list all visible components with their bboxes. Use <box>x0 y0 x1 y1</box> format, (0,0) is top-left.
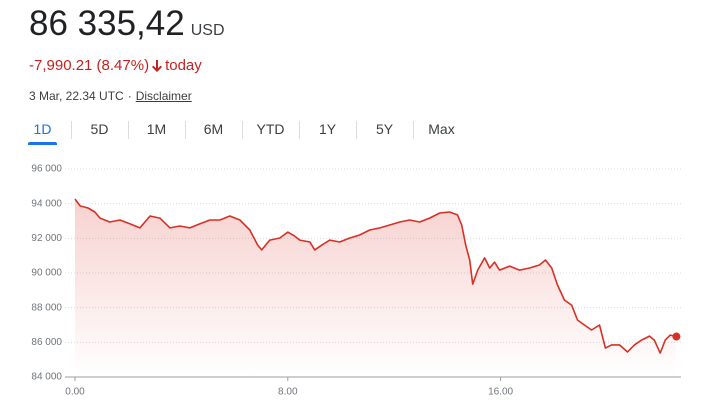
y-tick-label: 84 000 <box>31 372 62 383</box>
y-tick-label: 96 000 <box>31 164 62 175</box>
currency: USD <box>190 22 225 39</box>
y-tick-label: 92 000 <box>31 233 62 244</box>
period: today <box>165 57 202 74</box>
price-line <box>74 198 677 354</box>
y-tick-label: 86 000 <box>31 337 62 348</box>
range-tab[interactable]: 1M <box>128 117 185 143</box>
y-tick-label: 90 000 <box>31 268 62 279</box>
change-row: -7,990.21 (8.47%) today <box>29 57 202 74</box>
y-tick-label: 94 000 <box>31 198 62 209</box>
x-tick-label: 8.00 <box>278 387 298 398</box>
y-tick-label: 88 000 <box>31 302 62 313</box>
change: -7,990.21 (8.47%) <box>29 57 150 74</box>
range-tab[interactable]: 5D <box>71 117 128 143</box>
date-row: 3 Mar, 22.34 UTC · Disclaimer <box>29 89 192 103</box>
timestamp: 3 Mar, 22.34 UTC <box>29 89 124 103</box>
price-row: 86 335,42 USD <box>29 4 225 44</box>
x-tick-label: 16.00 <box>488 387 513 398</box>
area-fill <box>75 199 677 377</box>
disclaimer-link[interactable]: Disclaimer <box>135 89 192 103</box>
range-tab[interactable]: YTD <box>242 117 299 143</box>
range-tab[interactable]: 6M <box>185 117 242 143</box>
price: 86 335,42 <box>29 4 185 43</box>
range-tab[interactable]: 5Y <box>356 117 413 143</box>
x-tick-label: 0.00 <box>65 387 85 398</box>
last-point <box>672 332 681 341</box>
range-tabs: 1D 5D 1M 6M YTD 1Y 5Y Max <box>14 117 470 145</box>
range-tab[interactable]: 1Y <box>299 117 356 143</box>
separator: · <box>127 89 132 103</box>
range-tab[interactable]: Max <box>413 117 470 143</box>
range-tab[interactable]: 1D <box>14 117 71 145</box>
down-arrow <box>152 59 163 72</box>
